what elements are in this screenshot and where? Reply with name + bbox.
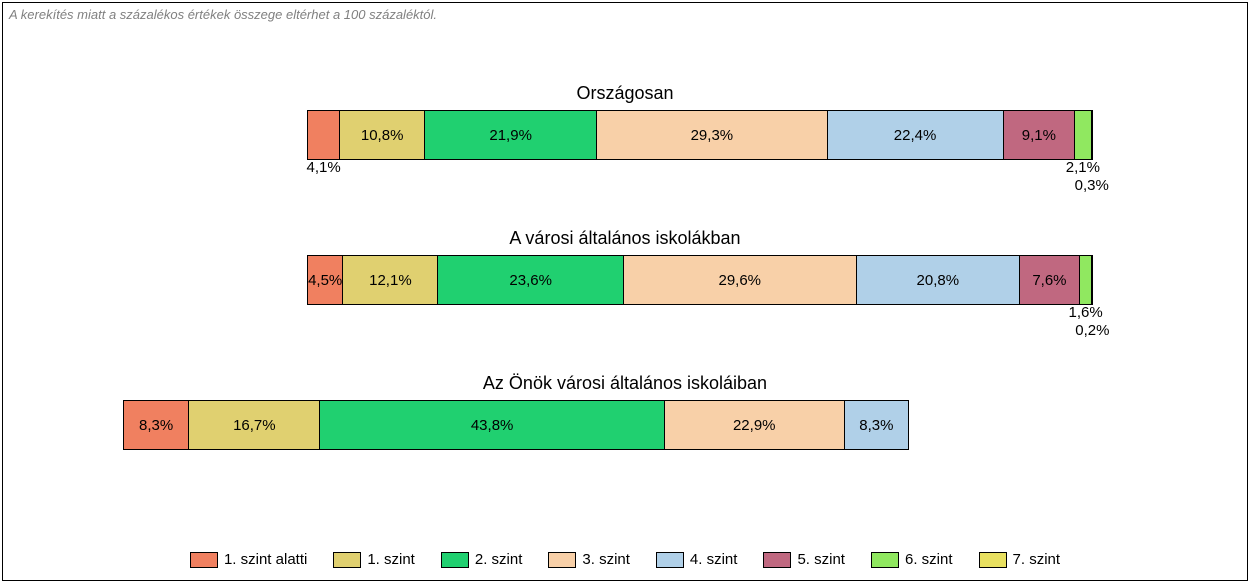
legend-item: 4. szint xyxy=(656,551,738,568)
bar-segment: 4,1% xyxy=(307,110,339,160)
bar-segment-label: 21,9% xyxy=(424,110,596,160)
legend-label: 7. szint xyxy=(1013,551,1061,568)
bar-segment-label: 22,4% xyxy=(827,110,1003,160)
legend-item: 3. szint xyxy=(548,551,630,568)
legend-item: 2. szint xyxy=(441,551,523,568)
chart-row: Az Önök városi általános iskoláiban8,3%1… xyxy=(3,373,1247,450)
legend-label: 4. szint xyxy=(690,551,738,568)
row-title: Az Önök városi általános iskoláiban xyxy=(3,373,1247,394)
chart-frame: A kerekítés miatt a százalékos értékek ö… xyxy=(2,2,1248,581)
row-title: A városi általános iskolákban xyxy=(3,228,1247,249)
bar-segment-label: 16,7% xyxy=(188,400,319,450)
bar-segment-label: 43,8% xyxy=(319,400,663,450)
bar-segment-label: 7,6% xyxy=(1019,255,1079,305)
legend-swatch xyxy=(871,552,899,568)
bar-segment-label: 12,1% xyxy=(342,255,437,305)
row-title: Országosan xyxy=(3,83,1247,104)
legend-label: 2. szint xyxy=(475,551,523,568)
legend-swatch xyxy=(763,552,791,568)
legend-swatch xyxy=(190,552,218,568)
bar-segment-droplabel: 2,1% xyxy=(1066,159,1100,178)
chart-row: Országosan 4,1%10,8%21,9%29,3%22,4%9,1%2,… xyxy=(3,83,1247,200)
bar-segment: 0,2% xyxy=(1091,255,1093,305)
bar-segment: 0,3% xyxy=(1091,110,1093,160)
bar-segment-label: 9,1% xyxy=(1003,110,1075,160)
bar-segment-droplabel: 0,3% xyxy=(1075,177,1109,196)
legend-item: 5. szint xyxy=(763,551,845,568)
bar-segment: 1,6% xyxy=(1079,255,1092,305)
legend-swatch xyxy=(441,552,469,568)
bar-segment-label: 22,9% xyxy=(664,400,844,450)
stacked-bar: 8,3%16,7%43,8%22,9%8,3% xyxy=(123,400,909,450)
bar-wrap: 4,1%10,8%21,9%29,3%22,4%9,1%2,1%0,3% xyxy=(3,110,1247,200)
bar-segment-label: 8,3% xyxy=(123,400,188,450)
bar-segment-label: 20,8% xyxy=(856,255,1019,305)
legend-item: 1. szint xyxy=(333,551,415,568)
chart-row: A városi általános iskolákban 4,5%12,1%23… xyxy=(3,228,1247,345)
legend: 1. szint alatti 1. szint 2. szint 3. szint 4… xyxy=(3,551,1247,568)
legend-label: 1. szint alatti xyxy=(224,551,307,568)
bar-segment-label: 29,6% xyxy=(623,255,856,305)
legend-swatch xyxy=(333,552,361,568)
bar-segment: 2,1% xyxy=(1074,110,1091,160)
legend-item: 7. szint xyxy=(979,551,1061,568)
legend-label: 1. szint xyxy=(367,551,415,568)
bar-segment-droplabel: 0,2% xyxy=(1075,322,1109,341)
bar-segment-label: 29,3% xyxy=(596,110,826,160)
legend-swatch xyxy=(656,552,684,568)
legend-item: 6. szint xyxy=(871,551,953,568)
stacked-bar: 4,5%12,1%23,6%29,6%20,8%7,6%1,6%0,2% xyxy=(307,255,1093,305)
bars-container: Országosan 4,1%10,8%21,9%29,3%22,4%9,1%2,… xyxy=(3,83,1247,478)
bar-segment-droplabel: 4,1% xyxy=(307,159,341,178)
legend-swatch xyxy=(979,552,1007,568)
bar-segment-label: 10,8% xyxy=(339,110,424,160)
bar-segment-droplabel: 1,6% xyxy=(1068,304,1102,323)
legend-label: 5. szint xyxy=(797,551,845,568)
stacked-bar: 4,1%10,8%21,9%29,3%22,4%9,1%2,1%0,3% xyxy=(307,110,1093,160)
legend-label: 6. szint xyxy=(905,551,953,568)
rounding-note: A kerekítés miatt a százalékos értékek ö… xyxy=(9,7,437,22)
legend-item: 1. szint alatti xyxy=(190,551,307,568)
bar-segment-label: 23,6% xyxy=(437,255,622,305)
legend-label: 3. szint xyxy=(582,551,630,568)
bar-wrap: 4,5%12,1%23,6%29,6%20,8%7,6%1,6%0,2% xyxy=(3,255,1247,345)
bar-wrap: 8,3%16,7%43,8%22,9%8,3% xyxy=(3,400,1247,450)
legend-swatch xyxy=(548,552,576,568)
bar-segment-label: 8,3% xyxy=(844,400,909,450)
bar-segment-label: 4,5% xyxy=(307,255,342,305)
